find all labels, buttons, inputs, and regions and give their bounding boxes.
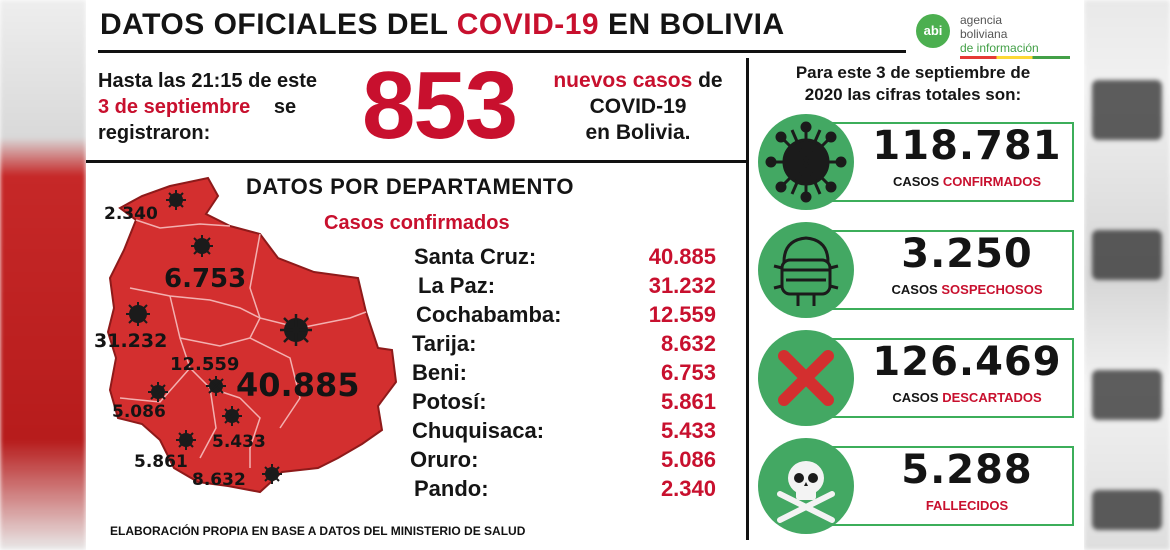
intro-text: Hasta las 21:15 de este 3 de septiembre … — [98, 70, 318, 144]
map-label-santa-cruz: 40.885 — [236, 366, 360, 404]
suspected-label: CASOS SOSPECHOSOS — [891, 282, 1043, 297]
deaths-label: FALLECIDOS — [925, 498, 1009, 513]
map-label-chuquisaca: 5.433 — [212, 432, 266, 452]
table-row: Tarija: 8.632 — [412, 331, 716, 356]
cross-icon — [758, 330, 854, 426]
infographic: DATOS OFICIALES DEL COVID-19 EN BOLIVIA … — [86, 0, 1084, 550]
virus-icon — [758, 114, 854, 210]
virus-marker — [222, 406, 242, 426]
table-row: Santa Cruz: 40.885 — [414, 244, 716, 269]
table-row: Pando: 2.340 — [414, 476, 716, 501]
virus-marker — [176, 430, 196, 450]
page-title: DATOS OFICIALES DEL COVID-19 EN BOLIVIA — [100, 8, 785, 41]
virus-marker — [148, 382, 168, 402]
table-row: Potosí: 5.861 — [412, 389, 716, 414]
discarded-label: CASOS DESCARTADOS — [892, 390, 1042, 405]
map-label-oruro: 5.086 — [112, 402, 166, 422]
blurred-background-left — [0, 0, 86, 550]
abi-logo: abi agencia boliviana de información — [916, 10, 1076, 59]
table-row: Oruro: 5.086 — [410, 447, 716, 472]
suspected-value: 3.250 — [901, 231, 1033, 277]
virus-marker — [280, 314, 312, 346]
source-footnote: ELABORACIÓN PROPIA EN BASE A DATOS DEL M… — [110, 524, 526, 538]
blurred-background-right — [1084, 0, 1170, 550]
confirmed-value: 118.781 — [872, 123, 1062, 169]
stat-discarded: 126.469 CASOS DESCARTADOS — [758, 328, 1076, 428]
departments-subtitle: Casos confirmados — [324, 212, 510, 234]
table-row: La Paz: 31.232 — [418, 273, 716, 298]
map-label-la-paz: 31.232 — [94, 330, 168, 352]
stat-deaths: 5.288 FALLECIDOS — [758, 436, 1076, 536]
map-label-pando: 2.340 — [104, 204, 158, 224]
stat-confirmed: 118.781 CASOS CONFIRMADOS — [758, 112, 1076, 212]
table-row: Cochabamba: 12.559 — [416, 302, 716, 327]
abi-logo-mark: abi — [916, 14, 950, 48]
virus-marker — [126, 302, 150, 326]
departments-title: DATOS POR DEPARTAMENTO — [246, 174, 574, 199]
confirmed-label: CASOS CONFIRMADOS — [892, 174, 1042, 189]
bolivia-map-shape — [106, 176, 398, 494]
map-label-tarija: 8.632 — [192, 470, 246, 490]
table-row: Chuquisaca: 5.433 — [412, 418, 716, 443]
title-highlight: COVID-19 — [456, 8, 600, 41]
new-cases-text: nuevos casos de COVID-19 en Bolivia. — [553, 69, 723, 144]
mask-icon — [758, 222, 854, 318]
table-row: Beni: 6.753 — [412, 360, 716, 385]
stat-suspected: 3.250 CASOS SOSPECHOSOS — [758, 220, 1076, 320]
virus-marker — [191, 235, 213, 257]
discarded-value: 126.469 — [872, 339, 1062, 385]
map-label-potosi: 5.861 — [134, 452, 188, 472]
map-label-beni: 6.753 — [164, 264, 247, 294]
skull-icon — [758, 438, 854, 534]
virus-marker — [206, 376, 226, 396]
map-label-cochabamba: 12.559 — [170, 354, 240, 375]
bolivia-map: 2.340 6.753 31.232 12.559 40.885 5.086 5… — [94, 168, 420, 503]
totals-header: Para este 3 de septiembre de 2020 las ci… — [795, 63, 1031, 104]
column-divider — [746, 58, 749, 540]
new-cases-number: 853 — [362, 52, 518, 159]
section-divider — [86, 160, 747, 163]
virus-marker — [262, 464, 282, 484]
title-divider — [98, 50, 906, 53]
deaths-value: 5.288 — [901, 447, 1033, 493]
virus-marker — [166, 190, 186, 210]
